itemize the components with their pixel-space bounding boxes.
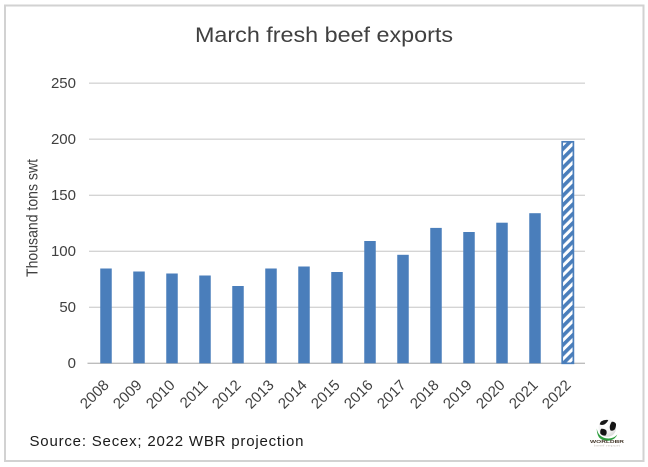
svg-text:100: 100 (51, 243, 76, 260)
svg-text:March fresh beef exports: March fresh beef exports (195, 24, 453, 47)
svg-text:Source: Secex; 2022 WBR projec: Source: Secex; 2022 WBR projection (30, 433, 304, 450)
svg-text:0: 0 (68, 355, 76, 372)
svg-text:200: 200 (51, 131, 76, 148)
svg-text:WORLDBR: WORLDBR (590, 439, 625, 444)
svg-text:250: 250 (51, 75, 76, 92)
svg-text:50: 50 (59, 299, 76, 316)
svg-text:150: 150 (51, 187, 76, 204)
svg-text:beef report: beef report (594, 444, 620, 448)
svg-text:Thousand tons swt: Thousand tons swt (25, 159, 42, 277)
